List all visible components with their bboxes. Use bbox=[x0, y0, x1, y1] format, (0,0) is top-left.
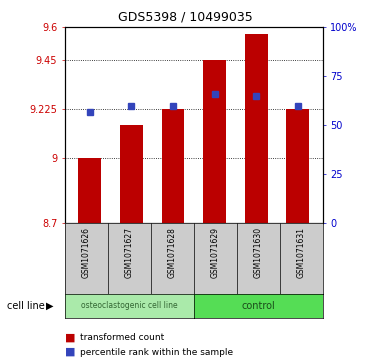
Text: control: control bbox=[242, 301, 275, 311]
Text: ■: ■ bbox=[65, 333, 75, 343]
Bar bbox=[286, 109, 309, 223]
Text: GSM1071626: GSM1071626 bbox=[82, 227, 91, 278]
Text: GDS5398 / 10499035: GDS5398 / 10499035 bbox=[118, 11, 253, 24]
Bar bbox=[120, 125, 143, 223]
Text: ■: ■ bbox=[65, 347, 75, 357]
Text: GSM1071629: GSM1071629 bbox=[211, 227, 220, 278]
Text: osteoclastogenic cell line: osteoclastogenic cell line bbox=[81, 301, 178, 310]
Text: percentile rank within the sample: percentile rank within the sample bbox=[80, 348, 233, 356]
Text: GSM1071631: GSM1071631 bbox=[297, 227, 306, 278]
Bar bbox=[245, 34, 267, 223]
Bar bbox=[162, 109, 184, 223]
Text: cell line: cell line bbox=[7, 301, 45, 311]
Text: ▶: ▶ bbox=[46, 301, 54, 311]
Text: GSM1071630: GSM1071630 bbox=[254, 227, 263, 278]
Text: GSM1071628: GSM1071628 bbox=[168, 227, 177, 278]
Bar bbox=[203, 60, 226, 223]
Text: GSM1071627: GSM1071627 bbox=[125, 227, 134, 278]
Text: transformed count: transformed count bbox=[80, 333, 164, 342]
Bar bbox=[78, 158, 101, 223]
